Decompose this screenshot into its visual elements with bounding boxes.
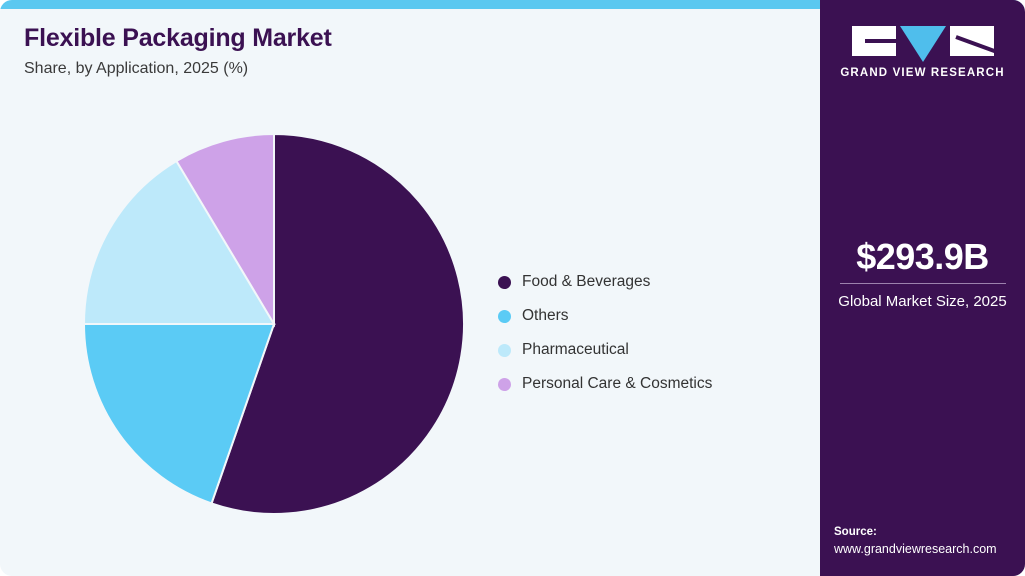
logo-letter-v-triangle-icon [899,26,946,62]
pie-slice-group: Food & Beverages: 55.3%Others: 19.7%Phar… [84,134,464,514]
legend-item-others[interactable]: Others [498,299,798,333]
source-block: Source: www.grandviewresearch.com [834,524,1025,558]
chart-legend: Food & Beverages Others Pharmaceutical P… [498,265,798,401]
legend-swatch-icon [498,309,511,323]
pie-slice[interactable]: Others: 19.7% [84,323,276,505]
stat-caption: Global Market Size, 2025 [838,292,1007,310]
stat-value: $293.9B [856,236,989,277]
legend-swatch-icon [498,275,511,289]
plot-area: Food & Beverages: 55.3%Others: 19.7%Phar… [0,100,820,576]
legend-label: Personal Care & Cosmetics [522,375,713,393]
source-url[interactable]: www.grandviewresearch.com [834,542,997,557]
logo-letter-g-icon [851,26,896,56]
legend-item-pharmaceutical[interactable]: Pharmaceutical [498,333,798,367]
chart-title: Flexible Packaging Market [24,24,332,52]
legend-swatch-icon [498,343,511,357]
legend-item-personal-care-cosmetics[interactable]: Personal Care & Cosmetics [498,367,798,401]
legend-label: Others [522,307,569,325]
logo-marks [820,26,1025,62]
logo-wordmark: GRAND VIEW RESEARCH [840,67,1005,79]
chart-subtitle: Share, by Application, 2025 (%) [24,59,249,77]
pie-chart: Food & Beverages: 55.3%Others: 19.7%Phar… [84,134,464,514]
legend-label: Food & Beverages [522,273,651,291]
logo-letter-r-icon [949,26,994,56]
global-market-size-stat: $293.9B Global Market Size, 2025 [830,238,1015,312]
side-panel: GRAND VIEW RESEARCH $293.9B Global Marke… [820,0,1025,576]
stat-divider [839,282,1006,284]
top-accent-bar [0,0,1025,9]
pie-slice[interactable]: Personal Care & Cosmetics: 8.6% [175,134,275,328]
pie-slice[interactable]: Pharmaceutical: 16.4% [84,159,276,325]
chart-header: Flexible Packaging Market Share, by Appl… [24,24,784,78]
legend-swatch-icon [498,377,511,391]
legend-item-food-beverages[interactable]: Food & Beverages [498,265,798,299]
pie-chart-svg: Food & Beverages: 55.3%Others: 19.7%Phar… [84,134,464,514]
source-label: Source: [834,526,877,539]
legend-label: Pharmaceutical [522,341,629,359]
grand-view-research-logo[interactable]: GRAND VIEW RESEARCH [820,26,1025,79]
